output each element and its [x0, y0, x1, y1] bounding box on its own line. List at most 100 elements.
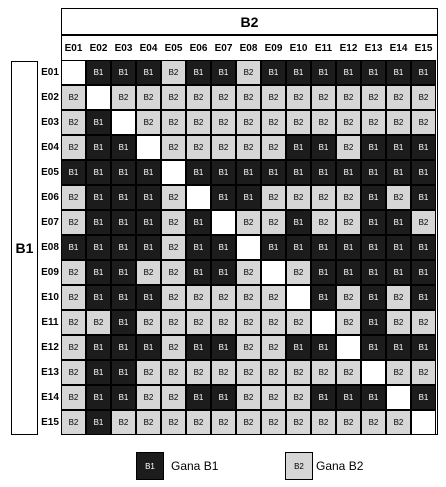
grid-cell: B1 — [411, 260, 436, 285]
grid-cell: B2 — [211, 85, 236, 110]
legend-swatch-b1: B1 — [136, 452, 164, 480]
grid-cell: B1 — [361, 335, 386, 360]
column-label: E06 — [189, 42, 208, 54]
grid-cell: B2 — [261, 360, 286, 385]
grid-cell: B2 — [261, 410, 286, 435]
grid-cell: B1 — [186, 210, 211, 235]
grid-cell: B1 — [111, 210, 136, 235]
column-label: E07 — [214, 42, 233, 54]
row-label: E14 — [41, 392, 59, 403]
grid-cell: B2 — [236, 410, 261, 435]
grid-cell: B1 — [186, 60, 211, 85]
grid-cell: B2 — [186, 110, 211, 135]
grid-cell: B2 — [236, 110, 261, 135]
grid-cell: B1 — [286, 210, 311, 235]
grid-cell-empty — [311, 310, 336, 335]
grid-cell-empty — [411, 410, 436, 435]
column-label: E04 — [139, 42, 158, 54]
grid-cell: B2 — [411, 310, 436, 335]
grid-cell: B2 — [186, 85, 211, 110]
legend-label-b2: Gana B2 — [316, 459, 364, 473]
grid-cell-empty — [61, 60, 86, 85]
grid-cell: B1 — [411, 235, 436, 260]
grid-cell: B1 — [386, 260, 411, 285]
grid-cell: B2 — [236, 85, 261, 110]
grid-cell: B2 — [386, 410, 411, 435]
grid-cell: B1 — [136, 160, 161, 185]
grid-cell: B2 — [236, 385, 261, 410]
grid-cell: B1 — [286, 235, 311, 260]
grid-cell: B2 — [61, 260, 86, 285]
row-label: E10 — [41, 292, 59, 303]
grid-cell: B1 — [361, 285, 386, 310]
grid-cell: B2 — [261, 135, 286, 160]
grid-cell: B1 — [286, 335, 311, 360]
grid-cell: B2 — [236, 310, 261, 335]
grid-cell: B2 — [411, 110, 436, 135]
grid-cell: B1 — [361, 385, 386, 410]
grid-cell: B2 — [161, 235, 186, 260]
grid-cell-empty — [186, 185, 211, 210]
grid-cell: B2 — [111, 410, 136, 435]
column-label: E12 — [339, 42, 358, 54]
grid-cell: B1 — [411, 285, 436, 310]
grid-cell: B2 — [61, 85, 86, 110]
grid-cell: B1 — [386, 160, 411, 185]
grid-cell: B2 — [261, 335, 286, 360]
grid-cell-empty — [261, 260, 286, 285]
grid-cell: B2 — [261, 285, 286, 310]
grid-cell: B1 — [211, 335, 236, 360]
grid-cell: B1 — [111, 160, 136, 185]
grid-cell: B1 — [111, 285, 136, 310]
grid-cell: B1 — [311, 335, 336, 360]
grid-cell: B1 — [361, 60, 386, 85]
b2-axis-header: B2 — [61, 8, 438, 35]
row-label: E05 — [41, 167, 59, 178]
grid-cell: B2 — [61, 360, 86, 385]
grid-cell: B2 — [186, 135, 211, 160]
grid-cell: B2 — [261, 85, 286, 110]
grid-cell: B2 — [161, 410, 186, 435]
row-label: E01 — [41, 67, 59, 78]
grid-cell: B1 — [136, 60, 161, 85]
grid-cell: B2 — [261, 310, 286, 335]
grid-cell: B2 — [311, 185, 336, 210]
grid-cell: B1 — [386, 135, 411, 160]
grid-cell: B2 — [161, 60, 186, 85]
grid-cell-empty — [286, 285, 311, 310]
grid-cell: B1 — [186, 260, 211, 285]
grid-cell: B2 — [311, 110, 336, 135]
grid-cell: B1 — [211, 185, 236, 210]
grid-cell: B1 — [136, 285, 161, 310]
grid-cell: B2 — [261, 185, 286, 210]
grid-cell: B2 — [186, 410, 211, 435]
grid-cell: B1 — [411, 385, 436, 410]
grid-cell: B2 — [61, 210, 86, 235]
grid-cell: B2 — [186, 360, 211, 385]
grid-cell: B1 — [386, 235, 411, 260]
grid-cell: B2 — [86, 310, 111, 335]
grid-cell: B1 — [286, 160, 311, 185]
grid-cell: B1 — [111, 60, 136, 85]
grid-cell: B2 — [161, 310, 186, 335]
grid-cell: B1 — [411, 160, 436, 185]
grid-cell: B2 — [161, 360, 186, 385]
grid-cell: B2 — [386, 85, 411, 110]
grid-cell: B1 — [211, 60, 236, 85]
grid-cell: B1 — [361, 310, 386, 335]
grid-cell: B1 — [311, 285, 336, 310]
grid-cell: B2 — [236, 285, 261, 310]
grid-cell: B1 — [361, 235, 386, 260]
grid-cell: B2 — [236, 335, 261, 360]
grid-cell: B1 — [61, 160, 86, 185]
grid-cell: B1 — [86, 110, 111, 135]
grid-cell: B1 — [186, 160, 211, 185]
grid-cell: B1 — [286, 60, 311, 85]
grid-cell: B2 — [261, 110, 286, 135]
grid-cell: B2 — [236, 135, 261, 160]
grid-cell: B1 — [361, 260, 386, 285]
legend-swatch-b2: B2 — [285, 452, 313, 480]
grid-cell: B2 — [286, 310, 311, 335]
grid-cell: B2 — [136, 385, 161, 410]
grid-cell: B1 — [111, 135, 136, 160]
